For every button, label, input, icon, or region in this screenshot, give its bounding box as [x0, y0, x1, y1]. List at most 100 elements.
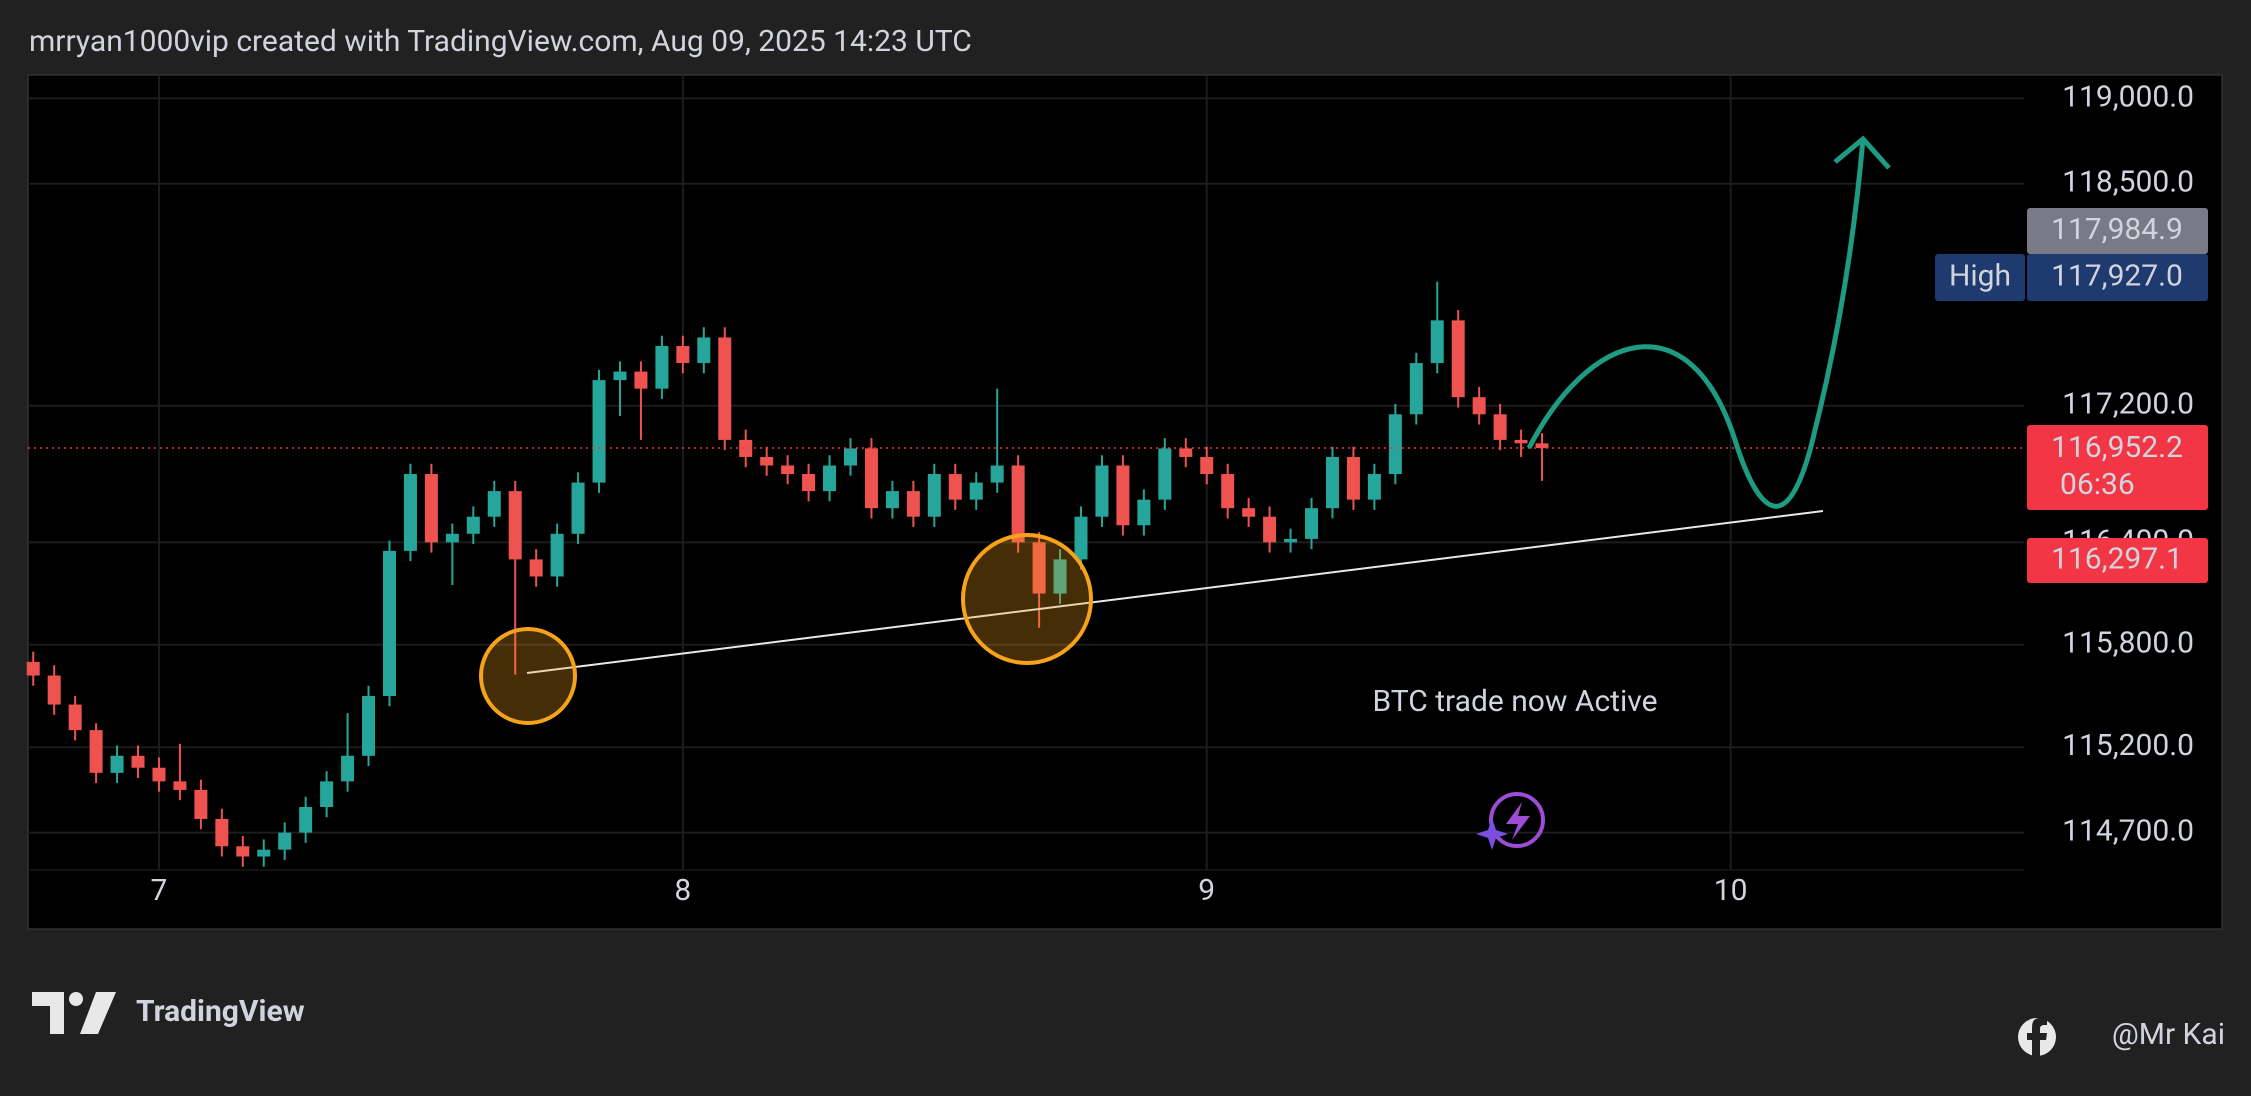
price-tag-name-box [1935, 254, 2025, 301]
candle-body [47, 675, 61, 705]
price-tag-label: 117,927.0 [2051, 258, 2183, 293]
candle-body [257, 849, 271, 857]
header: mrryan1000vip created with TradingView.c… [29, 24, 972, 59]
price-tag [2027, 538, 2208, 583]
candle-body [152, 767, 166, 782]
candle-body [236, 846, 250, 857]
candle-body [1116, 465, 1130, 526]
candle-body [655, 345, 669, 389]
candle-body [299, 806, 313, 833]
candle-body [382, 550, 396, 697]
x-tick-label: 9 [1198, 873, 1215, 908]
candle-body [1011, 465, 1025, 543]
candle-body [634, 371, 648, 389]
highlight-circle [479, 627, 577, 725]
candle-body [278, 832, 292, 850]
lightning-icon [1476, 792, 1545, 850]
candle-body [215, 818, 229, 847]
candle-body [864, 448, 878, 509]
candle-body [26, 661, 40, 676]
price-tag [2027, 254, 2208, 301]
y-tick-label: 117,200.0 [2062, 387, 2194, 422]
candle-body [1263, 516, 1277, 543]
grid [28, 75, 2024, 870]
candle-body [571, 482, 585, 534]
candle-body [1409, 363, 1423, 415]
projection-curve [1526, 138, 1866, 509]
candle-body [823, 465, 837, 492]
candle-body [131, 755, 145, 768]
candle-body [1200, 456, 1214, 475]
candle-body [1074, 516, 1088, 560]
price-tags: 117,984.9 117,927.0 High 116,952.206:36 116,… [1935, 208, 2208, 583]
candle-body [529, 559, 543, 577]
candle-body [1284, 538, 1298, 543]
y-tick-label: 114,700.0 [2062, 814, 2194, 849]
trendline [526, 510, 1824, 674]
candle-body [1305, 508, 1319, 539]
footer-logo [32, 992, 116, 1034]
footer-credit: @Mr Kai [2112, 1017, 2225, 1052]
candle-body [341, 755, 355, 782]
candle-body [1137, 499, 1151, 526]
candle-body [508, 491, 522, 560]
y-tick-label: 119,000.0 [2062, 79, 2194, 114]
candle-body [1514, 439, 1528, 444]
candle-body [906, 491, 920, 517]
candle-body [1053, 559, 1067, 594]
candle-body [1179, 448, 1193, 457]
candles [26, 281, 2024, 867]
candle-body [927, 474, 941, 517]
x-tick-label: 10 [1714, 873, 1748, 908]
candle-body [843, 448, 857, 466]
candle-body [1095, 465, 1109, 517]
annotation: BTC trade now Active [1372, 684, 1657, 719]
candle-body [1493, 414, 1507, 440]
candle-body [676, 345, 690, 364]
candle-body [1158, 448, 1172, 500]
y-tick-label: 115,200.0 [2062, 728, 2194, 763]
candle-body [466, 516, 480, 534]
facebook-icon [2018, 1018, 2056, 1056]
candle-body [1032, 542, 1046, 594]
candle-body [1451, 320, 1465, 398]
candle-body [445, 533, 459, 543]
candle-body [1346, 456, 1360, 500]
price-tag-label: 117,984.9 [2051, 212, 2183, 247]
footer-brand: TradingView [136, 994, 305, 1029]
candle-body [68, 704, 82, 731]
candle-body [948, 474, 962, 500]
x-tick-label: 7 [151, 873, 168, 908]
candle-body [739, 439, 753, 457]
price-tag-label: 116,952.2 [2051, 430, 2183, 465]
candle-body [320, 781, 334, 807]
drawings [479, 135, 1891, 850]
y-tick-label: 115,800.0 [2062, 626, 2194, 661]
candle-body [802, 474, 816, 492]
candle-body [613, 371, 627, 381]
x-tick-label: 8 [674, 873, 691, 908]
candle-body [697, 337, 711, 364]
candle-body [1535, 443, 1549, 449]
candle-body [1221, 474, 1235, 509]
candle-body [550, 533, 564, 577]
candle-body [760, 456, 774, 466]
candle-body [990, 465, 1004, 483]
projection-arrowhead [1833, 135, 1891, 170]
candle-body [1325, 456, 1339, 509]
candle-body [487, 491, 501, 517]
price-tag-countdown: 06:36 [2060, 467, 2135, 502]
price-tag [2027, 425, 2208, 510]
candle-body [718, 337, 732, 440]
price-tag-name: High [1949, 258, 2011, 293]
candle-body [592, 380, 606, 483]
candle-body [1430, 320, 1444, 364]
price-tag [2027, 208, 2208, 254]
candle-body [885, 491, 899, 509]
candle-body [424, 474, 438, 543]
candle-body [194, 789, 208, 819]
candle-body [1367, 474, 1381, 500]
price-tag-label: 116,297.1 [2051, 541, 2183, 576]
candle-body [403, 474, 417, 551]
